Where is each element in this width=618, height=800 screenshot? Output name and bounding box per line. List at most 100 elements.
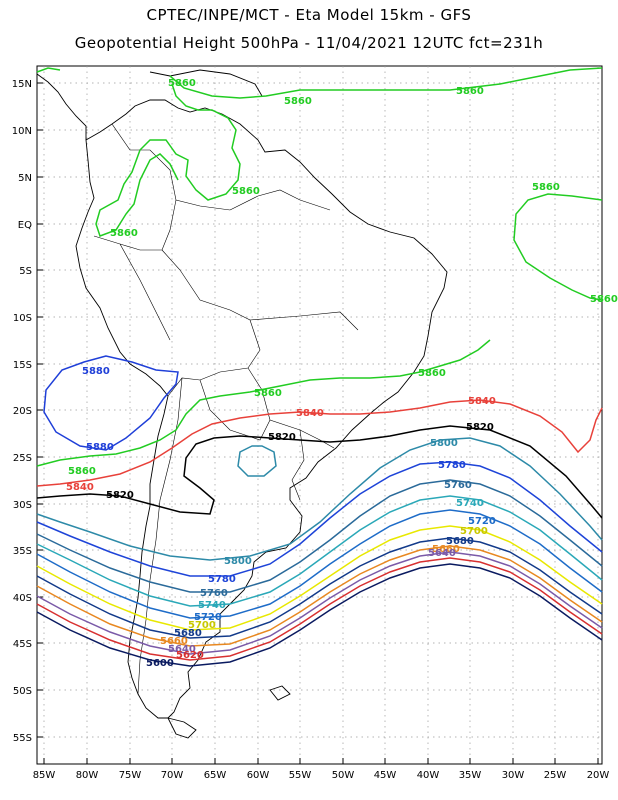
contour-5680 (36, 537, 603, 639)
lon-label: 50W (332, 770, 355, 781)
contour-lines (36, 67, 603, 667)
contour-label-5800: 5800 (430, 438, 458, 449)
map-title-line-2: Geopotential Height 500hPa - 11/04/2021 … (74, 34, 544, 52)
contour-label-5780: 5780 (208, 574, 236, 585)
contour-label-5820: 5820 (106, 490, 134, 501)
lat-label: 25S (13, 453, 32, 464)
contour-label-5700: 5700 (460, 526, 488, 537)
lon-label: 55W (289, 770, 312, 781)
lat-label: EQ (18, 220, 32, 231)
south-america-coastline (75, 99, 448, 719)
contour-label-5680: 5680 (174, 628, 202, 639)
contour-label-5780: 5780 (438, 460, 466, 471)
contour-5860-main (36, 339, 491, 467)
contour-label-5680: 5680 (446, 536, 474, 547)
contour-5800-ring (237, 445, 277, 477)
contour-label-5740: 5740 (198, 600, 226, 611)
lat-label: 5N (18, 173, 32, 184)
lon-label: 75W (119, 770, 142, 781)
contour-label-5840: 5840 (66, 482, 94, 493)
contour-label-5860: 5860 (232, 186, 260, 197)
lat-label: 30S (13, 500, 32, 511)
contour-label-5720: 5720 (194, 612, 222, 623)
contour-5780 (36, 461, 603, 577)
lat-label: 45S (13, 639, 32, 650)
lat-label: 15N (12, 79, 32, 90)
contour-label-5840: 5840 (468, 396, 496, 407)
contour-label-5740: 5740 (456, 498, 484, 509)
country-borders (93, 123, 359, 695)
contour-5840 (36, 399, 603, 487)
contour-label-5700: 5700 (188, 620, 216, 631)
lon-label: 35W (459, 770, 482, 781)
latitude-labels: 15N 10N 5N EQ 5S 10S 15S 20S 25S 30S 35S… (12, 79, 32, 744)
contour-labels: 5860 5860 5860 5860 5860 5860 5860 5860 … (66, 78, 618, 669)
tierra-del-fuego (167, 717, 197, 739)
contour-label-5720: 5720 (468, 516, 496, 527)
contour-5720 (36, 509, 603, 619)
contour-label-5860: 5860 (68, 466, 96, 477)
lat-label: 5S (19, 266, 32, 277)
contour-5600 (36, 563, 603, 667)
contour-label-5860: 5860 (254, 388, 282, 399)
contour-5760 (36, 479, 603, 593)
contour-label-5660: 5660 (160, 636, 188, 647)
gridlines (37, 66, 602, 764)
contour-label-5600: 5600 (146, 658, 174, 669)
lon-label: 65W (204, 770, 227, 781)
contour-5640 (36, 551, 603, 655)
contour-label-5860: 5860 (532, 182, 560, 193)
lat-label: 40S (13, 593, 32, 604)
contour-5700 (36, 525, 603, 631)
map-title-line-1: CPTEC/INPE/MCT - Eta Model 15km - GFS (146, 6, 472, 24)
contour-label-5640: 5640 (428, 548, 456, 559)
contour-5660 (36, 545, 603, 647)
contour-label-5820: 5820 (268, 432, 296, 443)
lat-label: 20S (13, 406, 32, 417)
lon-label: 85W (33, 770, 56, 781)
lat-label: 15S (13, 360, 32, 371)
lon-label: 40W (417, 770, 440, 781)
contour-label-5840: 5840 (296, 408, 324, 419)
contour-label-5660: 5660 (432, 544, 460, 555)
lon-label: 25W (544, 770, 567, 781)
contour-label-5860: 5860 (590, 294, 618, 305)
contour-label-5640: 5640 (168, 644, 196, 655)
lon-label: 45W (374, 770, 397, 781)
contour-label-5880: 5880 (86, 442, 114, 453)
lon-label: 60W (247, 770, 270, 781)
lon-label: 30W (502, 770, 525, 781)
lat-label: 50S (13, 686, 32, 697)
lat-label: 10S (13, 313, 32, 324)
contour-label-5860: 5860 (110, 228, 138, 239)
contour-label-5760: 5760 (444, 480, 472, 491)
contour-5880-pacific-high (43, 355, 179, 451)
lon-label: 80W (76, 770, 99, 781)
contour-label-5860: 5860 (284, 96, 312, 107)
contour-label-5820: 5820 (466, 422, 494, 433)
contour-5800 (36, 437, 603, 561)
contour-label-5620: 5620 (176, 650, 204, 661)
contour-label-5860: 5860 (168, 78, 196, 89)
coastline (36, 69, 448, 739)
contour-5860-atlantic (513, 193, 603, 301)
lat-label: 10N (12, 126, 32, 137)
lat-label: 55S (13, 733, 32, 744)
lon-label: 70W (161, 770, 184, 781)
contour-label-5800: 5800 (224, 556, 252, 567)
contour-label-5860: 5860 (456, 86, 484, 97)
contour-5820 (36, 425, 603, 519)
central-america (36, 73, 87, 140)
lat-label: 35S (13, 546, 32, 557)
longitude-labels: 85W 80W 75W 70W 65W 60W 55W 50W 45W 40W … (33, 770, 610, 781)
contour-5620 (36, 557, 603, 661)
contour-5740 (36, 495, 603, 607)
contour-label-5880: 5880 (82, 366, 110, 377)
contour-5860-north (36, 67, 241, 237)
caribbean-coast (149, 69, 263, 97)
contour-5860-top (169, 67, 603, 99)
falklands (269, 685, 291, 701)
lon-label: 20W (587, 770, 610, 781)
contour-label-5860: 5860 (418, 368, 446, 379)
